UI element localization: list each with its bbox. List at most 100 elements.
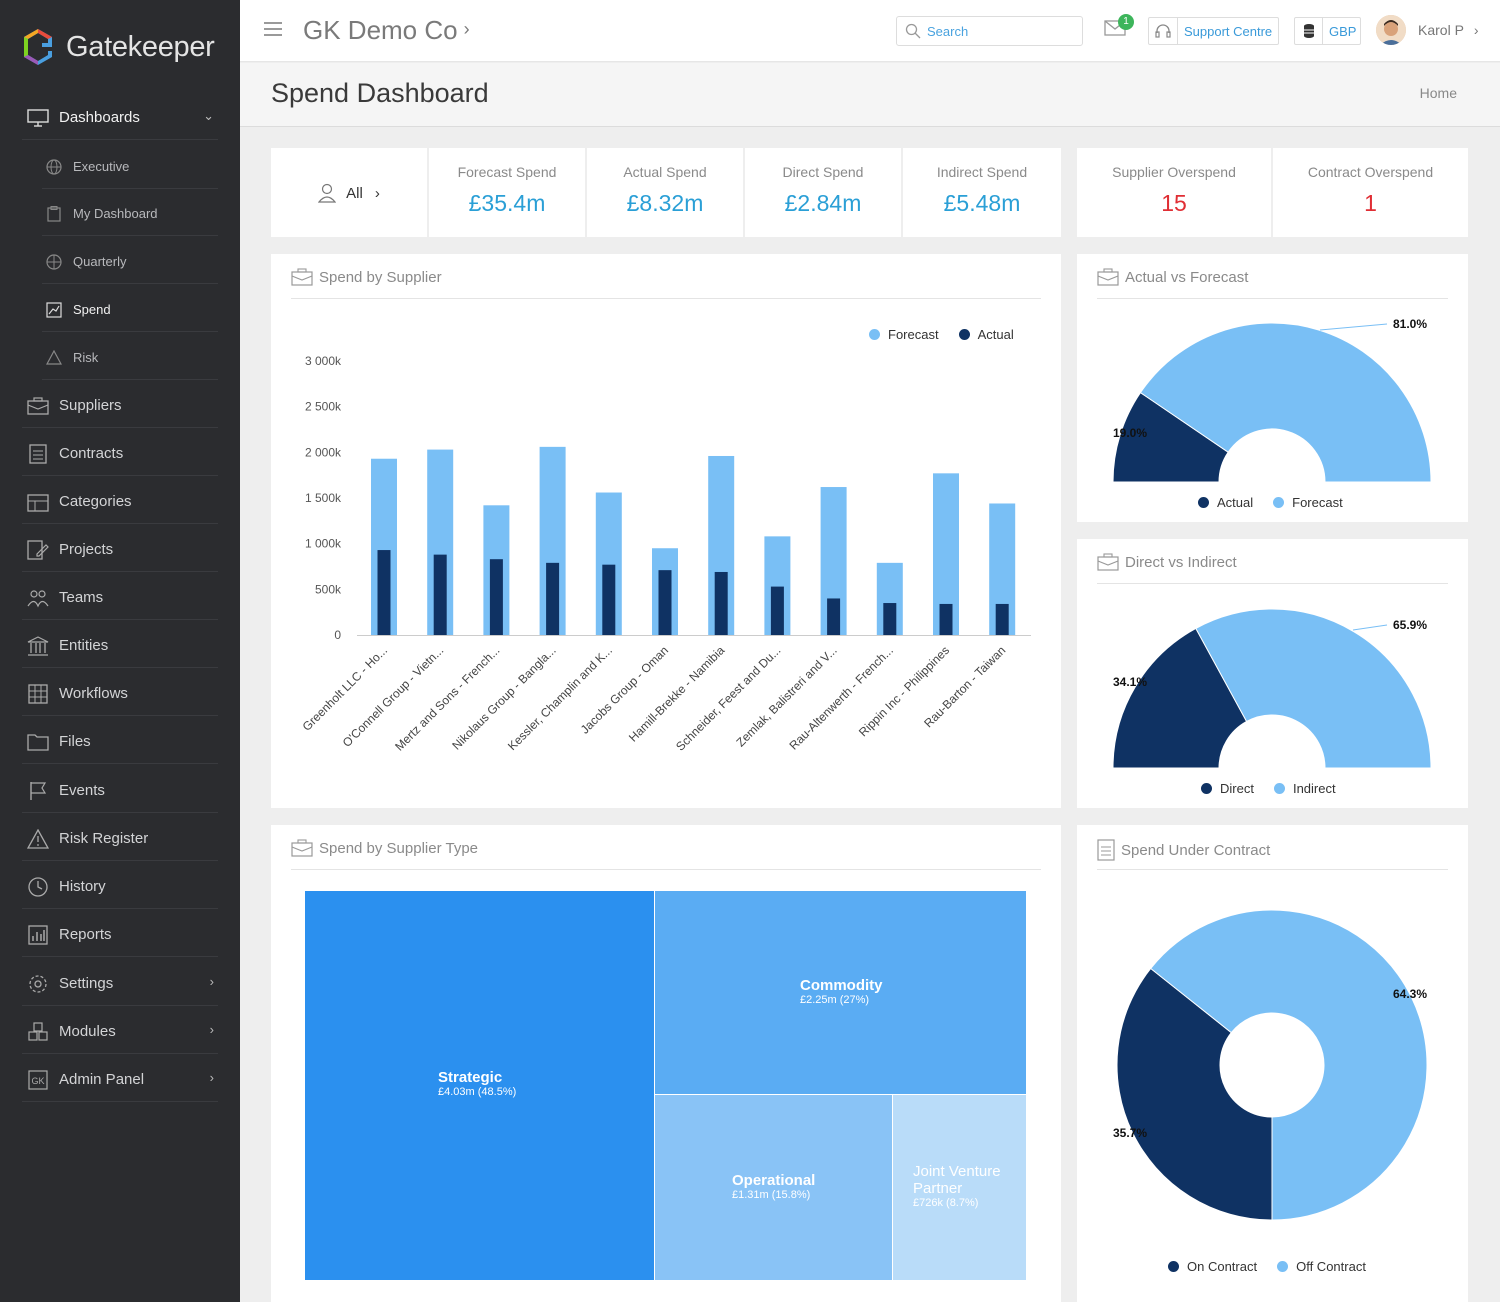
bar-actual xyxy=(658,570,672,635)
filter-all[interactable]: All › xyxy=(271,148,427,237)
user-menu[interactable]: Karol P › xyxy=(1376,15,1479,45)
treemap-label: Joint Venture Partner xyxy=(913,1163,1001,1197)
page-header: Spend Dashboard Home xyxy=(240,63,1500,127)
chevron-right-icon: › xyxy=(463,19,470,39)
sidebar-item-reports[interactable]: Reports xyxy=(22,913,218,957)
legend-indirect[interactable]: Indirect xyxy=(1273,781,1336,796)
sidebar-item-suppliers[interactable]: Suppliers xyxy=(22,384,218,428)
x-tick-label: Mertz and Sons - French... xyxy=(392,643,502,753)
kpi-contract-overspend[interactable]: Contract Overspend 1 xyxy=(1273,148,1468,237)
sidebar-item-executive[interactable]: Executive xyxy=(42,145,218,189)
currency-selector[interactable]: GBP xyxy=(1294,17,1361,45)
sidebar-item-quarterly[interactable]: Quarterly xyxy=(42,240,218,284)
legend-label: Actual xyxy=(1217,495,1254,510)
legend-label: Direct xyxy=(1220,781,1254,796)
label-leader xyxy=(1352,624,1388,631)
sidebar-item-settings[interactable]: Settings › xyxy=(22,962,218,1006)
company-switcher[interactable]: GK Demo Co › xyxy=(303,15,470,46)
legend-actual[interactable]: Actual xyxy=(958,327,1014,342)
sidebar-item-history[interactable]: History xyxy=(22,865,218,909)
legend-direct[interactable]: Direct xyxy=(1201,781,1254,796)
sidebar-item-teams[interactable]: Teams xyxy=(22,576,218,620)
treemap-value: £1.31m (15.8%) xyxy=(732,1189,811,1201)
x-tick-label: Kessler, Champlin and K... xyxy=(505,643,615,753)
legend-forecast[interactable]: Forecast xyxy=(869,327,939,342)
coins-icon xyxy=(1303,24,1314,38)
company-name: GK Demo Co xyxy=(303,15,458,45)
sidebar-item-files[interactable]: Files xyxy=(22,720,218,764)
sidebar: Gatekeeper Dashboards ⌄ Executive My Das… xyxy=(0,0,240,1302)
bar-actual xyxy=(883,603,897,635)
x-tick-label: Schneider, Feest and Du... xyxy=(673,643,783,753)
bar-actual xyxy=(827,598,841,635)
treemap-operational[interactable]: Operational £1.31m (15.8%) xyxy=(655,1095,892,1280)
chevron-down-icon: ⌄ xyxy=(203,108,214,123)
card-title: Spend by Supplier Type xyxy=(319,839,479,857)
kpi-supplier-overspend[interactable]: Supplier Overspend 15 xyxy=(1077,148,1271,237)
chevron-right-icon: › xyxy=(1473,22,1479,38)
sidebar-item-label: Quarterly xyxy=(73,254,127,269)
page-title: Spend Dashboard xyxy=(271,78,489,108)
kpi-value: 15 xyxy=(1161,190,1187,216)
chart-line-icon xyxy=(45,301,63,319)
legend-off-contract[interactable]: Off Contract xyxy=(1277,1259,1366,1274)
slice-label: 65.9% xyxy=(1393,618,1427,632)
sidebar-item-workflows[interactable]: Workflows xyxy=(22,672,218,716)
logo[interactable]: Gatekeeper xyxy=(20,26,215,68)
legend-label: Off Contract xyxy=(1296,1259,1366,1274)
sidebar-item-label: Contracts xyxy=(59,445,124,462)
legend-forecast[interactable]: Forecast xyxy=(1273,495,1343,510)
search-input[interactable] xyxy=(927,23,1067,39)
sidebar-item-spend[interactable]: Spend xyxy=(42,288,218,332)
bar-chart-icon xyxy=(27,924,49,946)
kpi-direct-spend: Direct Spend £2.84m xyxy=(745,148,901,237)
svg-text:GK: GK xyxy=(31,1076,44,1086)
card-title: Direct vs Indirect xyxy=(1125,553,1237,571)
treemap-joint-venture[interactable]: Joint Venture Partner £726k (8.7%) xyxy=(893,1095,1026,1280)
sidebar-item-events[interactable]: Events xyxy=(22,769,218,813)
sidebar-item-projects[interactable]: Projects xyxy=(22,528,218,572)
briefcase-icon xyxy=(1097,553,1119,571)
app-name: Gatekeeper xyxy=(66,30,215,63)
spend-under-contract-card: Spend Under Contract 35.7% 64.3% On Contr… xyxy=(1077,825,1468,1302)
sidebar-item-modules[interactable]: Modules › xyxy=(22,1010,218,1054)
treemap-strategic[interactable]: Strategic £4.03m (48.5%) xyxy=(305,891,654,1280)
y-tick-label: 0 xyxy=(334,628,341,642)
slice-label: 19.0% xyxy=(1113,426,1147,440)
sidebar-item-contracts[interactable]: Contracts xyxy=(22,432,218,476)
sidebar-item-risk-register[interactable]: Risk Register xyxy=(22,817,218,861)
search-box[interactable] xyxy=(896,16,1083,46)
kpi-value: £2.84m xyxy=(784,190,862,216)
kpi-forecast-spend: Forecast Spend £35.4m xyxy=(429,148,585,237)
chevron-right-icon: › xyxy=(209,1070,214,1085)
chevron-right-icon: › xyxy=(209,1022,214,1037)
sidebar-item-my-dashboard[interactable]: My Dashboard xyxy=(42,192,218,236)
y-tick-label: 1 000k xyxy=(305,537,342,551)
menu-toggle-icon[interactable] xyxy=(264,22,282,36)
sidebar-item-entities[interactable]: Entities xyxy=(22,624,218,668)
slice-label: 35.7% xyxy=(1113,1126,1147,1140)
pie-slice xyxy=(1112,627,1248,769)
support-centre-button[interactable]: Support Centre xyxy=(1148,17,1279,45)
card-title: Spend Under Contract xyxy=(1121,841,1271,859)
treemap-commodity[interactable]: Commodity £2.25m (27%) xyxy=(655,891,1026,1094)
sidebar-item-label: Reports xyxy=(59,926,112,943)
globe-icon xyxy=(45,158,63,176)
sidebar-item-label: Suppliers xyxy=(59,397,122,414)
legend-actual[interactable]: Actual xyxy=(1198,495,1253,510)
card-title: Actual vs Forecast xyxy=(1125,268,1249,286)
sidebar-item-admin-panel[interactable]: GK Admin Panel › xyxy=(22,1058,218,1102)
sidebar-item-dashboards[interactable]: Dashboards ⌄ xyxy=(22,96,218,140)
messages-button[interactable]: 1 xyxy=(1104,14,1134,38)
sidebar-item-risk[interactable]: Risk xyxy=(42,336,218,380)
warning-icon xyxy=(27,828,49,850)
treemap-label: Commodity xyxy=(800,977,883,994)
sidebar-item-categories[interactable]: Categories xyxy=(22,480,218,524)
team-icon xyxy=(27,587,49,609)
clipboard-icon xyxy=(45,205,63,223)
donut-slice xyxy=(1150,909,1428,1221)
legend-on-contract[interactable]: On Contract xyxy=(1168,1259,1257,1274)
kpi-value: 1 xyxy=(1364,190,1377,216)
breadcrumb-home[interactable]: Home xyxy=(1419,85,1457,101)
kpi-value: £8.32m xyxy=(626,190,704,216)
